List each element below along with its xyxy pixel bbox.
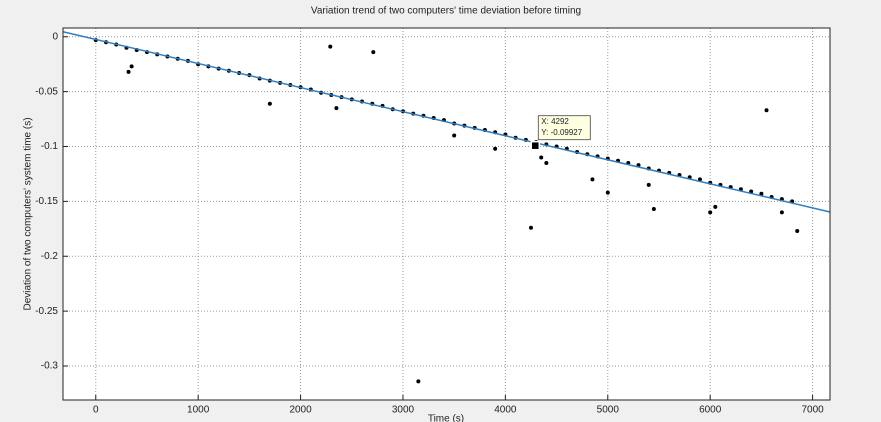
point [539,155,544,160]
point [590,177,595,182]
datatip-y: Y: -0.09927 [541,128,582,137]
point [764,108,769,113]
x-tick-label: 5000 [597,405,620,416]
x-tick-label: 1000 [187,405,210,416]
axes-background [63,28,830,400]
point [371,50,376,55]
chart-title: Variation trend of two computers' time d… [311,6,581,17]
point [544,160,549,165]
point [795,229,800,234]
point [129,64,134,69]
x-tick-label: 7000 [801,405,824,416]
y-tick-label: -0.25 [35,306,58,317]
point [708,210,713,215]
point [493,146,498,151]
point [452,133,457,138]
point [759,191,764,196]
y-tick-label: 0 [52,31,58,42]
datatip-marker [530,140,541,151]
x-tick-label: 2000 [289,405,312,416]
y-tick-label: -0.05 [35,86,58,97]
point [416,379,421,384]
point [605,190,610,195]
x-tick-label: 6000 [699,405,722,416]
point [646,182,651,187]
datatip-x: X: 4292 [541,117,569,126]
axes-box [62,27,831,401]
x-tick-label: 4000 [494,405,517,416]
point [126,69,131,74]
point [334,106,339,111]
y-tick-label: -0.1 [41,141,59,152]
y-tick-label: -0.2 [41,251,59,262]
y-tick-label: -0.15 [35,196,58,207]
x-tick-label: 0 [93,405,99,416]
y-tick-label: -0.3 [41,361,59,372]
point [267,101,272,106]
fit-line [62,31,831,213]
point [528,225,533,230]
point [713,204,718,209]
point [328,44,333,49]
datatip-box [537,115,591,141]
x-tick-label: 3000 [392,405,415,416]
y-axis-label: Deviation of two computers' system time … [23,117,34,310]
point [779,210,784,215]
x-axis-label: Time (s) [428,414,464,422]
point [697,177,702,182]
point [651,207,656,212]
